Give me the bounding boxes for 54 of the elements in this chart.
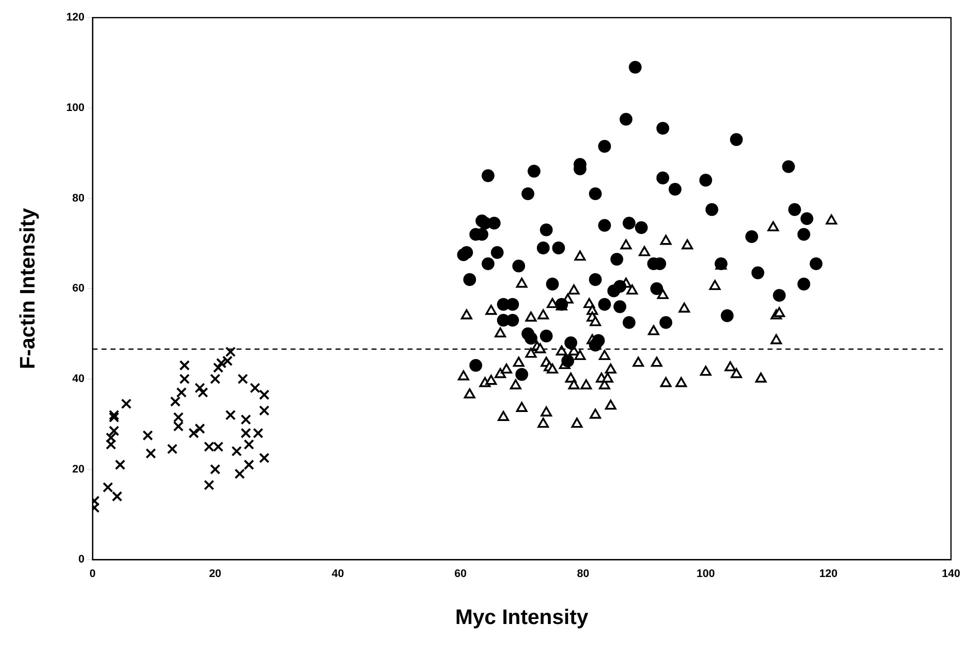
point bbox=[167, 444, 178, 454]
y-tick-label: 100 bbox=[66, 102, 85, 114]
point bbox=[170, 396, 181, 407]
y-tick-label: 40 bbox=[72, 372, 85, 385]
x-axis-title: Myc Intensity bbox=[455, 606, 589, 630]
x-tick-label: 20 bbox=[209, 568, 222, 580]
point bbox=[234, 468, 245, 480]
y-axis-title: F-actin Intensity bbox=[16, 208, 40, 370]
point bbox=[210, 464, 220, 475]
point bbox=[146, 448, 156, 459]
point bbox=[213, 441, 224, 452]
y-tick-label: 80 bbox=[72, 192, 85, 204]
x-tick-label: 60 bbox=[454, 568, 467, 580]
y-tick-label: 20 bbox=[72, 463, 85, 476]
point bbox=[244, 460, 254, 470]
x-tick-label: 80 bbox=[576, 568, 590, 580]
y-tick-label: 0 bbox=[78, 554, 85, 566]
x-tick-label: 100 bbox=[696, 568, 715, 580]
x-tick-label: 40 bbox=[332, 568, 344, 580]
point bbox=[259, 452, 270, 464]
point bbox=[240, 414, 252, 425]
point bbox=[259, 390, 270, 400]
point bbox=[204, 480, 214, 490]
point bbox=[250, 382, 260, 394]
point bbox=[216, 358, 227, 368]
point bbox=[259, 405, 270, 416]
x-tick-label: 120 bbox=[819, 568, 838, 580]
point bbox=[112, 491, 122, 502]
point bbox=[188, 428, 199, 438]
point bbox=[102, 482, 114, 493]
point bbox=[176, 387, 187, 398]
point bbox=[194, 423, 206, 434]
y-tick-label: 120 bbox=[66, 12, 85, 24]
point bbox=[198, 387, 208, 398]
point bbox=[194, 382, 206, 394]
point bbox=[213, 362, 224, 373]
point bbox=[108, 410, 120, 420]
point bbox=[252, 428, 264, 438]
x-tick-label: 140 bbox=[942, 568, 960, 580]
point bbox=[114, 460, 126, 470]
point bbox=[238, 374, 248, 384]
y-tick-label: 60 bbox=[72, 282, 85, 295]
point bbox=[244, 439, 254, 450]
point bbox=[108, 412, 120, 423]
point bbox=[204, 441, 214, 452]
point bbox=[240, 428, 252, 438]
point bbox=[225, 410, 236, 420]
point bbox=[231, 446, 242, 456]
x-tick-label: 0 bbox=[89, 568, 96, 580]
point bbox=[179, 374, 190, 384]
point bbox=[121, 398, 132, 410]
point bbox=[179, 360, 190, 371]
point bbox=[142, 430, 153, 441]
point bbox=[210, 374, 220, 384]
